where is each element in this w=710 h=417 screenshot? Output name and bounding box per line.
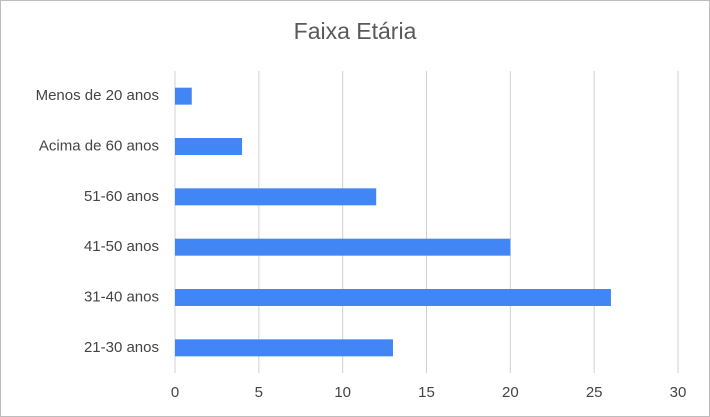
x-tick-label: 0 — [171, 384, 179, 401]
y-tick-label: Acima de 60 anos — [39, 137, 159, 154]
y-tick-label: 41-50 anos — [84, 238, 159, 255]
x-tick-label: 15 — [418, 384, 435, 401]
y-tick-label: 21-30 anos — [84, 339, 159, 356]
bar — [175, 339, 393, 357]
bar — [175, 188, 377, 206]
bar — [175, 87, 192, 105]
bar — [175, 138, 243, 155]
chart-title: Faixa Etária — [294, 18, 417, 44]
y-tick-label: Menos de 20 anos — [36, 87, 159, 104]
x-tick-label: 10 — [334, 384, 351, 401]
x-tick-label: 25 — [586, 384, 603, 401]
x-tick-label: 30 — [670, 384, 687, 401]
bar — [175, 238, 511, 256]
bar — [175, 289, 611, 306]
y-tick-label: 31-40 anos — [84, 288, 159, 305]
x-tick-label: 5 — [255, 384, 263, 401]
x-tick-label: 20 — [502, 384, 519, 401]
y-tick-label: 51-60 anos — [84, 188, 159, 205]
